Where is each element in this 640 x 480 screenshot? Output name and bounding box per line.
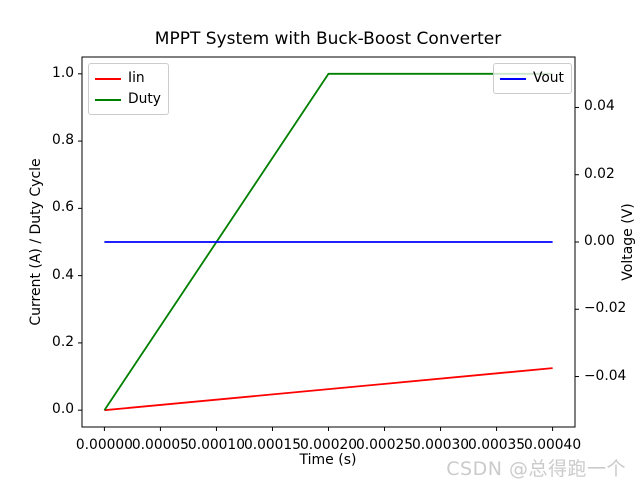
y-tick-label-left: 0.0 <box>52 401 74 418</box>
legend-upper-right: Vout <box>493 63 572 94</box>
legend-line-sample-vout <box>500 77 526 80</box>
y-tick-label-right: −0.02 <box>584 300 627 317</box>
legend-entry-vout: Vout <box>500 68 564 89</box>
x-tick-label: 0.00030 <box>412 437 470 453</box>
legend-entry-duty: Duty <box>95 89 161 110</box>
x-tick-label: 0.00035 <box>468 437 526 453</box>
y-tick-label-left: 0.6 <box>52 199 74 216</box>
legend-upper-left: Iin Duty <box>88 63 169 115</box>
y-tick-label-right: −0.04 <box>584 367 627 384</box>
legend-label-vout: Vout <box>533 69 564 86</box>
y-axis-label-right: Voltage (V) <box>620 203 636 281</box>
y-tick-label-left: 1.0 <box>52 64 74 81</box>
line-iin <box>104 367 553 412</box>
legend-label-iin: Iin <box>128 69 145 86</box>
y-tick-label-left: 0.2 <box>52 334 74 351</box>
x-tick-label: 0.00005 <box>131 437 189 453</box>
x-axis-label: Time (s) <box>299 452 357 468</box>
x-tick-label: 0.00020 <box>299 437 358 453</box>
x-tick-label: 0.00010 <box>187 437 245 453</box>
y-tick-label-right: 0.02 <box>584 165 615 182</box>
legend-label-duty: Duty <box>128 90 161 107</box>
legend-line-sample-duty <box>95 98 121 101</box>
y-tick-label-left: 0.8 <box>52 132 74 149</box>
legend-line-sample-iin <box>95 77 121 80</box>
y-tick-label-right: 0.04 <box>584 98 615 115</box>
x-tick-label: 0.00000 <box>75 437 133 453</box>
y-tick-label-left: 0.4 <box>52 266 74 283</box>
watermark: CSDN @总得跑一个 <box>446 458 626 480</box>
line-duty <box>103 72 553 411</box>
x-tick-label: 0.00040 <box>524 437 582 453</box>
x-tick-label: 0.00025 <box>355 437 414 453</box>
chart-title: MPPT System with Buck-Boost Converter <box>154 29 502 49</box>
y-axis-label-left: Current (A) / Duty Cycle <box>28 158 44 326</box>
legend-entry-iin: Iin <box>95 68 161 89</box>
y-tick-label-right: 0.00 <box>584 233 615 250</box>
x-tick-label: 0.00015 <box>243 437 301 453</box>
